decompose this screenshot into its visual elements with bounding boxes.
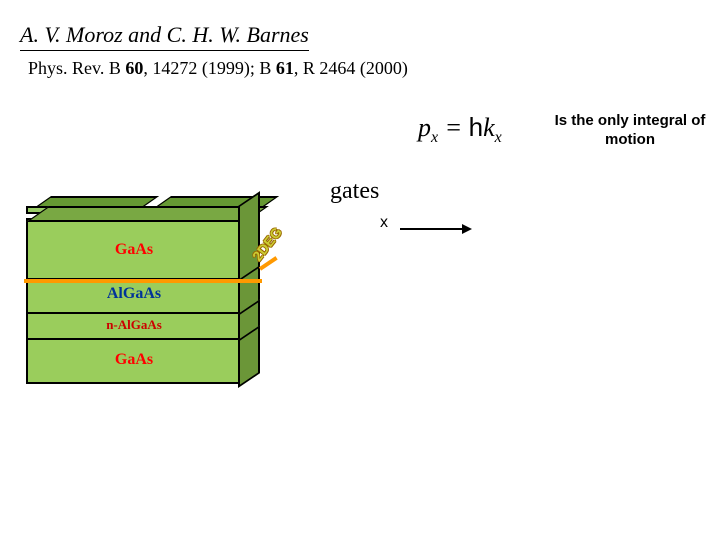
page-title: A. V. Moroz and C. H. W. Barnes (20, 22, 309, 51)
layer-gaas-top: GaAs (26, 218, 242, 280)
citation-prefix: Phys. Rev. B (28, 58, 125, 78)
momentum-equation: px = hkx (418, 112, 502, 147)
layer-gaas-bottom: GaAs (26, 340, 242, 384)
x-axis-label: x (380, 214, 388, 232)
layer-algaas: AlGaAs (26, 280, 242, 314)
eq-hbar: h (469, 112, 483, 142)
citation-mid2: , R 2464 (2000) (294, 58, 408, 78)
eq-equals: = (438, 113, 469, 142)
x-axis-arrow (400, 222, 472, 236)
eq-p: p (418, 113, 431, 142)
integral-of-motion-note: Is the only integral of motion (545, 112, 715, 150)
citation-vol1: 60 (125, 58, 143, 78)
layer-algaas-label: AlGaAs (28, 280, 240, 308)
layer-gaas-top-label: GaAs (28, 220, 240, 264)
layer-n-algaas-label: n-AlGaAs (28, 314, 240, 335)
citation-line: Phys. Rev. B 60, 14272 (1999); B 61, R 2… (28, 58, 408, 79)
citation-mid1: , 14272 (1999); B (143, 58, 276, 78)
2deg-interface-line (24, 279, 262, 283)
citation-vol2: 61 (276, 58, 294, 78)
layer-n-algaas: n-AlGaAs (26, 314, 242, 340)
heterostructure-stack: GaAs AlGaAs n-AlGaAs GaAs (26, 204, 270, 384)
eq-k: k (483, 113, 495, 142)
layer-gaas-bottom-label: GaAs (28, 340, 240, 374)
gates-label: gates (330, 178, 379, 205)
eq-k-sub: x (495, 129, 502, 146)
